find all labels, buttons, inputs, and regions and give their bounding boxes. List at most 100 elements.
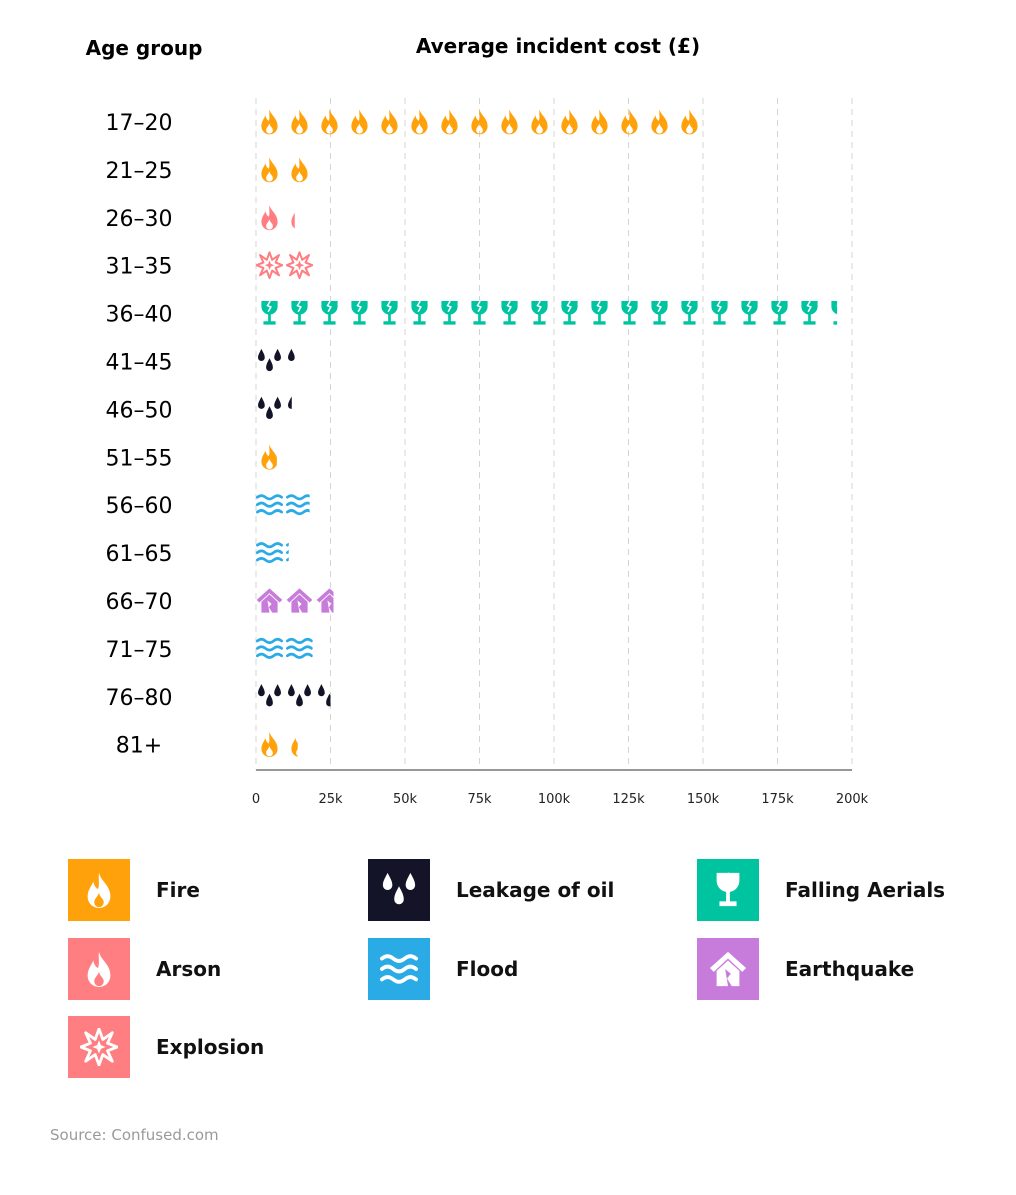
bar-row: 51–55: [106, 444, 307, 471]
bar-icon: [318, 684, 331, 707]
bar-icon: [290, 299, 309, 326]
bar-icon: [680, 299, 699, 326]
bar: [256, 588, 334, 613]
bar-icon: [681, 109, 698, 135]
bar-icon: [830, 299, 838, 326]
x-tick-label: 200k: [836, 792, 869, 807]
bar: [256, 637, 341, 660]
category-label: 71–75: [106, 638, 173, 663]
bar-icon: [471, 109, 488, 135]
bar-row: 31–35: [106, 250, 343, 280]
bar-icon: [348, 684, 371, 706]
bar-icon: [291, 109, 308, 135]
bar-icon: [261, 205, 278, 231]
bar-icon: [317, 496, 341, 514]
bar: [261, 109, 698, 135]
category-label: 51–55: [106, 446, 173, 471]
bar-icon: [410, 299, 429, 326]
bar-icon: [256, 541, 283, 564]
bar-icon: [560, 299, 579, 326]
bar-icon: [317, 639, 341, 657]
bar-icon: [591, 109, 608, 135]
bar-row: 81+: [116, 732, 337, 759]
broken-glass-icon: [697, 859, 759, 921]
bar-row: 56–60: [106, 493, 341, 519]
bar-icon: [291, 205, 295, 231]
grid: [255, 98, 853, 771]
bar-icon: [710, 299, 729, 326]
legend-label: Leakage of oil: [456, 878, 615, 902]
bar-icon: [590, 299, 609, 326]
bar-rows: 17–20 21–25 26–30 31–35 36–40 41–45 46–50 51–55…: [106, 109, 877, 759]
legend-label: Explosion: [156, 1035, 265, 1059]
bar-row: 46–50: [106, 396, 341, 423]
bar-icon: [501, 109, 518, 135]
bar: [258, 348, 295, 372]
row-header: Age group: [86, 36, 203, 60]
bar: [256, 493, 341, 516]
x-tick-label: 175k: [761, 792, 794, 807]
bar-icon: [256, 493, 283, 516]
bar-icon: [288, 348, 295, 372]
bar-icon: [286, 250, 313, 280]
bar-icon: [258, 348, 281, 372]
bar-icon: [531, 109, 548, 135]
x-axis-ticks: 0 25k 50k 75k 100k 125k 150k 175k 200k: [252, 792, 869, 807]
bar-row: 41–45: [106, 348, 295, 376]
bar-icon: [651, 109, 668, 135]
bar-row: 61–65: [106, 541, 289, 567]
bar: [261, 157, 308, 183]
bar-icon: [530, 299, 549, 326]
bar-icon: [321, 732, 337, 757]
category-label: 41–45: [106, 351, 173, 376]
fire-icon: [68, 938, 130, 1000]
legend-item-falling-aerials: Falling Aerials: [697, 859, 945, 921]
waves-icon: [368, 938, 430, 1000]
x-tick-label: 25k: [318, 792, 343, 807]
category-label: 17–20: [106, 111, 173, 136]
category-label: 26–30: [106, 207, 173, 232]
bar-icon: [318, 397, 341, 419]
legend-item-explosion: Explosion: [68, 1016, 264, 1078]
legend-label: Earthquake: [785, 957, 915, 981]
legend-item-arson: Arson: [68, 938, 221, 1000]
bar-row: 17–20: [106, 109, 698, 136]
bar-icon: [286, 637, 313, 660]
bar-row: 26–30: [106, 205, 295, 232]
bar-icon: [258, 684, 281, 707]
bar-icon: [256, 250, 283, 280]
category-label: 36–40: [106, 303, 173, 328]
bar-icon: [320, 299, 339, 326]
bar-icon: [800, 299, 819, 326]
bar-icon: [441, 109, 458, 135]
bar-icon: [288, 396, 292, 420]
bar-icon: [411, 109, 428, 135]
category-label: 56–60: [106, 494, 173, 519]
legend-label: Flood: [456, 957, 519, 981]
bar-icon: [351, 109, 368, 135]
bar-icon: [288, 684, 311, 707]
legend-item-leakage-of-oil: Leakage of oil: [368, 859, 614, 921]
bar-icon: [470, 299, 489, 326]
bar-icon: [261, 157, 278, 183]
legend-label: Fire: [156, 878, 200, 902]
bar-icon: [261, 444, 277, 470]
explosion-icon: [68, 1016, 130, 1078]
legend-item-fire: Fire: [68, 859, 200, 921]
bar-row: 71–75: [106, 637, 341, 663]
bar-icon: [291, 732, 298, 758]
bar-icon: [861, 301, 877, 325]
bar: [260, 299, 877, 326]
bar-icon: [316, 588, 334, 613]
source-note: Source: Confused.com: [50, 1126, 219, 1144]
x-tick-label: 100k: [538, 792, 571, 807]
bar-icon: [317, 252, 343, 278]
bar-icon: [286, 493, 310, 516]
category-label: 46–50: [106, 398, 173, 423]
bar-icon: [291, 445, 307, 470]
legend-label: Falling Aerials: [785, 878, 946, 902]
bar: [261, 732, 337, 758]
bar: [258, 396, 341, 420]
bar: [258, 684, 371, 707]
bar: [261, 444, 307, 470]
